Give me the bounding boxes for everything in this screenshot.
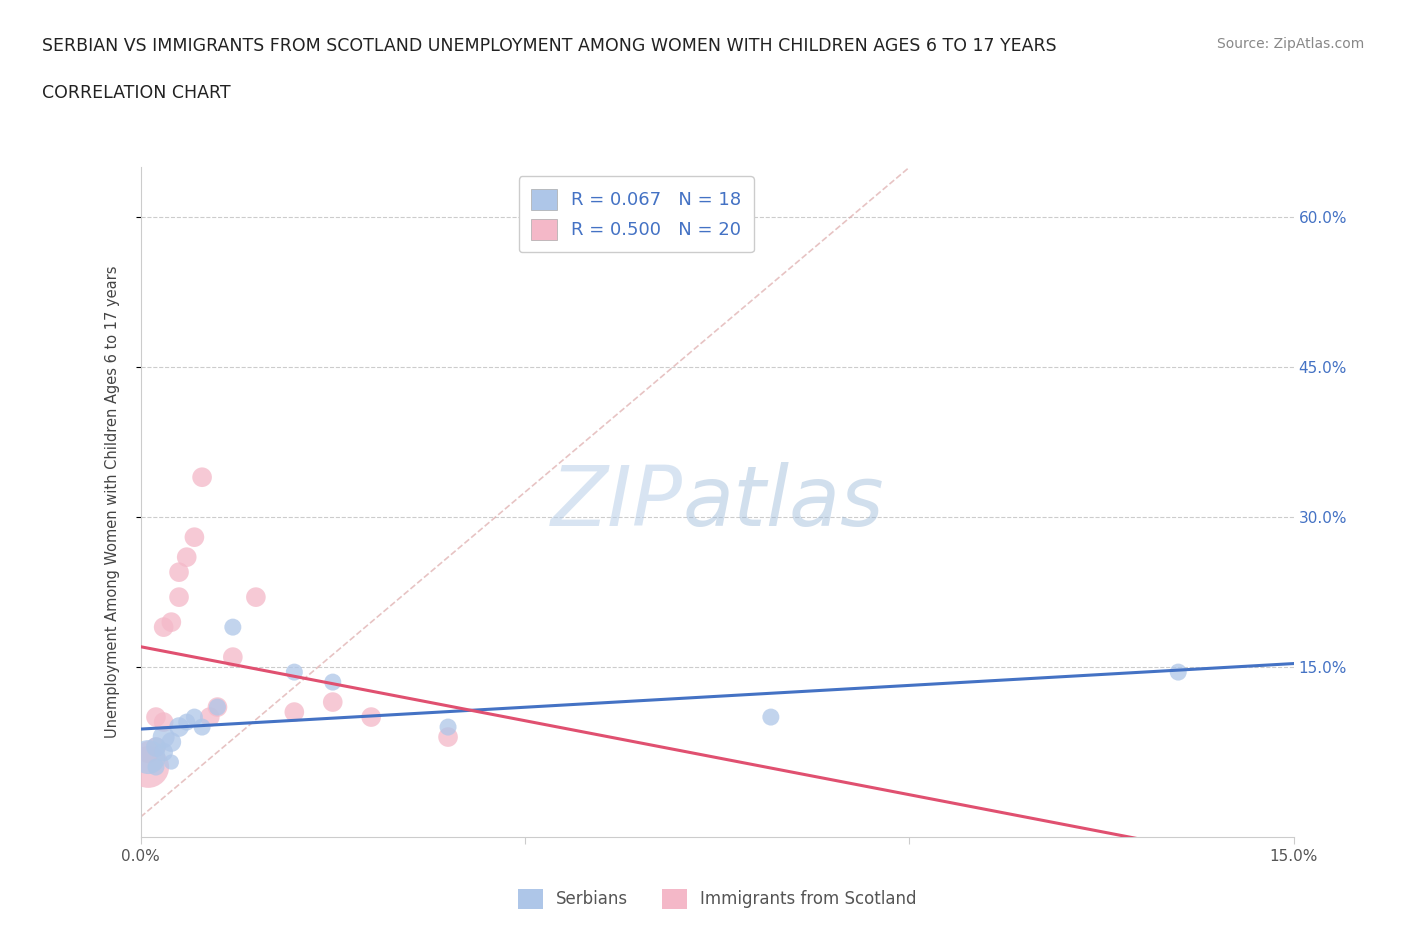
Point <box>437 720 460 735</box>
Point <box>198 710 221 724</box>
Point <box>191 470 214 485</box>
Point <box>160 754 183 769</box>
Point <box>191 720 214 735</box>
Point <box>437 730 460 745</box>
Point <box>759 710 782 724</box>
Text: Source: ZipAtlas.com: Source: ZipAtlas.com <box>1216 37 1364 51</box>
Point <box>245 590 267 604</box>
Point <box>283 705 305 720</box>
Point <box>136 750 159 764</box>
Point <box>152 714 174 729</box>
Text: CORRELATION CHART: CORRELATION CHART <box>42 84 231 101</box>
Point <box>360 710 382 724</box>
Point <box>167 720 190 735</box>
Point <box>207 699 229 714</box>
Point <box>183 710 205 724</box>
Point <box>1167 665 1189 680</box>
Point <box>283 665 305 680</box>
Point <box>145 710 167 724</box>
Point <box>207 699 229 714</box>
Text: SERBIAN VS IMMIGRANTS FROM SCOTLAND UNEMPLOYMENT AMONG WOMEN WITH CHILDREN AGES : SERBIAN VS IMMIGRANTS FROM SCOTLAND UNEM… <box>42 37 1057 55</box>
Point <box>152 619 174 634</box>
Point <box>167 590 190 604</box>
Point <box>176 714 198 729</box>
Point <box>152 745 174 760</box>
Legend: Serbians, Immigrants from Scotland: Serbians, Immigrants from Scotland <box>510 882 924 916</box>
Point <box>152 730 174 745</box>
Point <box>145 739 167 754</box>
Text: ZIP: ZIP <box>551 461 682 543</box>
Point <box>183 530 205 545</box>
Point <box>222 619 245 634</box>
Text: atlas: atlas <box>682 461 884 543</box>
Point <box>136 760 159 775</box>
Point <box>160 615 183 630</box>
Point <box>322 674 344 689</box>
Point <box>136 745 159 760</box>
Point <box>222 650 245 665</box>
Point <box>322 695 344 710</box>
Point <box>160 735 183 750</box>
Point <box>145 760 167 775</box>
Point <box>176 550 198 565</box>
Y-axis label: Unemployment Among Women with Children Ages 6 to 17 years: Unemployment Among Women with Children A… <box>105 266 120 738</box>
Point <box>145 739 167 754</box>
Point <box>167 565 190 579</box>
